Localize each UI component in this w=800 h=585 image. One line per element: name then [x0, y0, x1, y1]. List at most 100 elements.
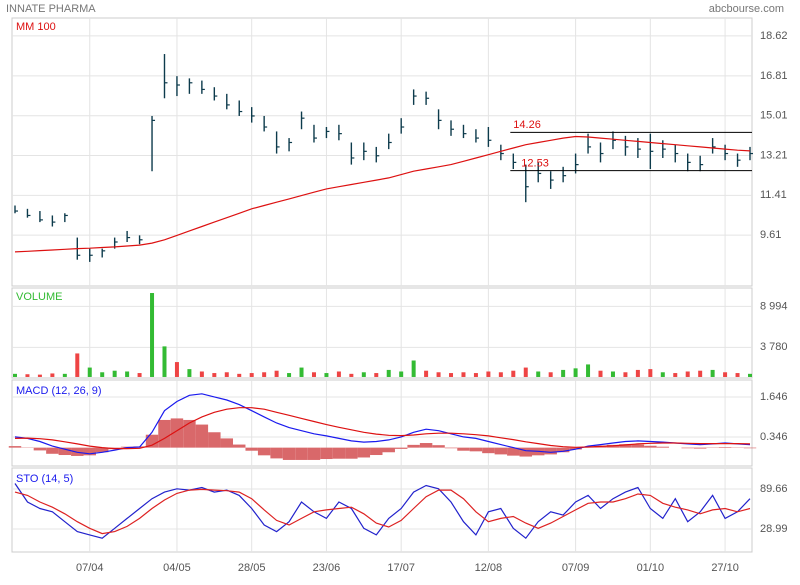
- x-tick-label: 28/05: [238, 562, 266, 574]
- volume-bar: [686, 371, 690, 376]
- y-tick-label: 18.62: [760, 30, 788, 42]
- volume-bar: [362, 372, 366, 377]
- histogram-bar: [482, 448, 494, 454]
- volume-bar: [673, 373, 677, 377]
- y-tick-label: 9.61: [760, 229, 781, 241]
- volume-bar: [300, 368, 304, 377]
- volume-bar: [561, 370, 565, 377]
- level-label: 12.53: [521, 157, 549, 169]
- volume-bar: [387, 370, 391, 377]
- histogram-bar: [245, 448, 257, 451]
- histogram-bar: [295, 448, 307, 460]
- histogram-bar: [457, 448, 469, 451]
- volume-bar: [636, 370, 640, 377]
- panel: [12, 288, 752, 378]
- y-tick-label: 11.41: [760, 189, 787, 201]
- x-tick-label: 17/07: [387, 562, 415, 574]
- histogram-bar: [9, 446, 21, 448]
- histogram-bar: [432, 445, 444, 447]
- volume-bar: [412, 361, 416, 377]
- histogram-bar: [495, 448, 507, 455]
- volume-bar: [536, 371, 540, 376]
- volume-bar: [187, 369, 191, 377]
- volume-bar: [324, 373, 328, 377]
- y-tick-label: 3 780: [760, 341, 788, 353]
- histogram-bar: [270, 448, 282, 459]
- volume-bar: [287, 373, 291, 377]
- y-tick-label: 89.66: [760, 483, 788, 495]
- volume-bar: [250, 373, 254, 377]
- y-tick-label: 16.81: [760, 70, 788, 82]
- volume-bar: [225, 372, 229, 377]
- y-tick-label: 1.646: [760, 391, 788, 403]
- histogram-bar: [46, 448, 58, 454]
- volume-bar: [648, 369, 652, 377]
- volume-bar: [611, 371, 615, 376]
- volume-bar: [162, 346, 166, 377]
- volume-bar: [349, 374, 353, 377]
- x-tick-label: 07/09: [562, 562, 590, 574]
- x-tick-label: 23/06: [313, 562, 341, 574]
- panel-title: MACD (12, 26, 9): [16, 385, 102, 397]
- volume-bar: [623, 372, 627, 377]
- volume-bar: [100, 372, 104, 377]
- histogram-bar: [320, 448, 332, 459]
- volume-bar: [736, 373, 740, 377]
- histogram-bar: [544, 448, 556, 455]
- histogram-bar: [183, 420, 195, 448]
- volume-bar: [474, 373, 478, 377]
- histogram-bar: [719, 447, 731, 448]
- volume-bar: [88, 368, 92, 377]
- histogram-bar: [470, 448, 482, 452]
- histogram-bar: [395, 448, 407, 449]
- histogram-bar: [520, 448, 532, 457]
- histogram-bar: [370, 448, 382, 455]
- histogram-bar: [158, 420, 170, 448]
- volume-bar: [125, 371, 129, 376]
- volume-bar: [237, 374, 241, 377]
- histogram-bar: [34, 448, 46, 451]
- volume-bar: [698, 371, 702, 377]
- volume-bar: [138, 373, 142, 377]
- histogram-bar: [208, 432, 220, 447]
- volume-bar: [374, 373, 378, 377]
- volume-bar: [200, 371, 204, 376]
- volume-bar: [75, 353, 79, 377]
- volume-bar: [262, 372, 266, 377]
- histogram-bar: [420, 443, 432, 448]
- histogram-bar: [233, 445, 245, 448]
- volume-bar: [748, 374, 752, 377]
- x-tick-label: 01/10: [637, 562, 665, 574]
- histogram-bar: [358, 448, 370, 458]
- volume-bar: [150, 293, 154, 377]
- histogram-bar: [258, 448, 270, 456]
- volume-bar: [486, 371, 490, 376]
- volume-bar: [711, 370, 715, 377]
- volume-bar: [499, 372, 503, 377]
- volume-bar: [723, 372, 727, 377]
- histogram-bar: [283, 448, 295, 460]
- volume-bar: [461, 372, 465, 377]
- volume-bar: [38, 375, 42, 377]
- y-tick-label: 15.01: [760, 110, 788, 122]
- volume-bar: [399, 371, 403, 376]
- level-label: 14.26: [513, 119, 541, 131]
- volume-bar: [175, 362, 179, 377]
- histogram-bar: [333, 448, 345, 459]
- histogram-bar: [196, 425, 208, 448]
- source: abcbourse.com: [709, 3, 784, 15]
- volume-bar: [449, 373, 453, 377]
- volume-bar: [113, 371, 117, 377]
- volume-bar: [13, 374, 17, 377]
- histogram-bar: [445, 448, 457, 449]
- volume-bar: [275, 371, 279, 377]
- histogram-bar: [694, 448, 706, 449]
- volume-bar: [25, 374, 29, 377]
- histogram-bar: [632, 445, 644, 448]
- panel-title: STO (14, 5): [16, 473, 73, 485]
- histogram-bar: [681, 448, 693, 449]
- x-tick-label: 12/08: [475, 562, 503, 574]
- volume-bar: [212, 373, 216, 377]
- y-tick-label: 28.99: [760, 523, 788, 535]
